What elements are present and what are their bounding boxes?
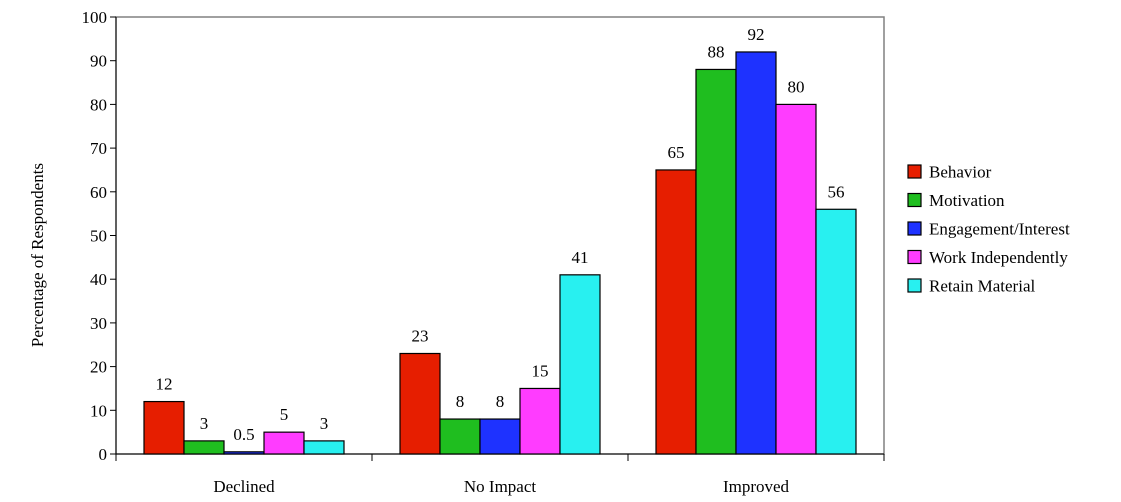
data-label: 88: [708, 42, 725, 61]
legend-swatch: [907, 278, 922, 293]
bar: [695, 68, 737, 455]
legend-swatch: [907, 192, 922, 208]
bar: [263, 431, 305, 455]
x-category-label: Improved: [723, 477, 790, 496]
legend-label: Work Independently: [929, 248, 1068, 267]
data-label: 65: [668, 143, 685, 162]
y-axis: 0 10 20 30 40 50 60 70 80 90 100: [82, 8, 117, 464]
y-tick-label: 0: [99, 445, 108, 464]
y-tick-label: 50: [90, 227, 107, 246]
data-label: 3: [320, 414, 329, 433]
x-category-label: No Impact: [464, 477, 537, 496]
bar: [183, 440, 225, 455]
bar: [735, 51, 777, 455]
legend-swatch: [907, 249, 922, 265]
data-label: 5: [280, 405, 289, 424]
legend: Behavior Motivation Engagement/Interest Wor…: [907, 163, 1070, 296]
data-label: 56: [828, 182, 845, 201]
legend-label: Motivation: [929, 191, 1005, 210]
y-tick-label: 20: [90, 358, 107, 377]
data-label: 23: [412, 326, 429, 345]
data-label: 0.5: [233, 425, 254, 444]
bar: [399, 352, 441, 455]
bar: [559, 274, 601, 455]
y-tick-label: 100: [82, 8, 108, 27]
x-category-label: Declined: [213, 477, 275, 496]
data-label: 8: [456, 392, 465, 411]
data-label: 15: [532, 361, 549, 380]
legend-label: Behavior: [929, 163, 992, 182]
legend-label: Engagement/Interest: [929, 220, 1070, 239]
y-tick-label: 80: [90, 95, 107, 114]
y-tick-label: 40: [90, 270, 107, 289]
bar: [815, 208, 857, 455]
bar: [303, 440, 345, 455]
legend-label: Retain Material: [929, 277, 1035, 296]
y-tick-label: 10: [90, 401, 107, 420]
legend-swatch: [907, 164, 922, 179]
y-tick-label: 30: [90, 314, 107, 333]
y-axis-title: Percentage of Respondents: [28, 163, 47, 347]
y-tick-label: 60: [90, 183, 107, 202]
data-label: 41: [572, 248, 589, 267]
bar: [479, 418, 521, 455]
bars: [143, 51, 857, 455]
data-label: 8: [496, 392, 505, 411]
y-tick-label: 70: [90, 139, 107, 158]
legend-swatch: [907, 221, 922, 236]
bar: [519, 387, 561, 455]
data-label: 12: [156, 375, 173, 394]
data-label: 92: [748, 25, 765, 44]
bar: [655, 169, 697, 455]
data-label: 80: [788, 77, 805, 96]
y-tick-label: 90: [90, 52, 107, 71]
bar: [143, 400, 185, 455]
bar: [439, 418, 481, 455]
x-axis: Declined No Impact Improved: [115, 453, 885, 496]
bar: [775, 103, 817, 455]
data-label: 3: [200, 414, 209, 433]
